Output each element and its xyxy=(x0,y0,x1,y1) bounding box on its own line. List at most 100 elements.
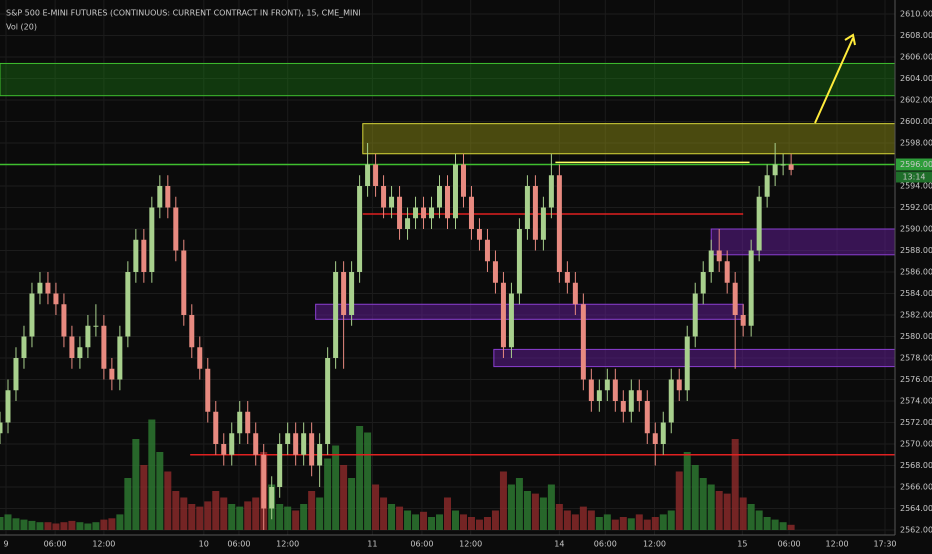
candle-body xyxy=(421,207,427,219)
x-tick-label: 06:00 xyxy=(594,540,617,549)
volume-bar xyxy=(675,471,683,530)
candle-body xyxy=(620,401,626,412)
zone xyxy=(710,228,896,256)
candle-body xyxy=(0,422,3,434)
volume-bar xyxy=(779,522,787,530)
candle-body xyxy=(253,433,259,455)
y-tick-label: 2594.00 xyxy=(900,182,932,191)
candle-body xyxy=(293,433,299,455)
candle-body xyxy=(700,272,706,294)
volume-bar xyxy=(108,518,116,530)
candle-body xyxy=(764,175,770,197)
x-tick-label: 12:00 xyxy=(643,540,666,549)
volume-bar xyxy=(100,519,108,530)
candle-body xyxy=(149,207,155,272)
volume-bar xyxy=(316,497,324,530)
volume-bar xyxy=(228,504,236,530)
volume-bar xyxy=(667,510,675,530)
volume-bar xyxy=(731,439,739,530)
candle-body xyxy=(381,186,387,208)
y-tick-label: 2562.00 xyxy=(900,526,932,535)
y-tick-label: 2602.00 xyxy=(900,96,932,105)
candle-body xyxy=(277,444,283,487)
y-tick-label: 2570.00 xyxy=(900,440,932,449)
candle-body xyxy=(213,411,219,444)
candle-body xyxy=(157,186,163,208)
volume-bar xyxy=(380,497,388,530)
candle-body xyxy=(540,207,546,240)
y-tick-label: 2610.00 xyxy=(900,10,932,19)
volume-bar xyxy=(388,504,396,530)
candle-body xyxy=(45,282,51,294)
volume-bar xyxy=(611,519,619,530)
volume-bar xyxy=(60,522,68,530)
y-tick-label: 2564.00 xyxy=(900,504,932,513)
countdown-box xyxy=(896,171,932,183)
volume-bar xyxy=(715,491,723,530)
x-tick-label: 06:00 xyxy=(44,540,67,549)
volume-bar xyxy=(651,517,659,530)
candle-body xyxy=(429,207,435,219)
candle-body xyxy=(109,368,115,380)
volume-bar xyxy=(763,517,771,530)
volume-bar xyxy=(284,506,292,530)
candle-body xyxy=(524,186,530,229)
candle-body xyxy=(437,186,443,208)
candle-body xyxy=(556,175,562,272)
volume-bar xyxy=(531,493,539,530)
candle-body xyxy=(197,347,203,369)
volume-bar xyxy=(212,491,220,530)
candle-body xyxy=(596,390,602,401)
candle-body xyxy=(341,272,347,315)
volume-bar xyxy=(308,491,316,530)
candle-body xyxy=(476,229,482,240)
countdown: 13:14 xyxy=(902,173,925,182)
price-tag xyxy=(896,158,932,171)
x-tick-label: 14 xyxy=(554,540,564,549)
candle-body xyxy=(245,411,251,434)
price-axis xyxy=(895,0,932,550)
volume-bar xyxy=(747,504,755,530)
volume-bar xyxy=(723,493,731,530)
candle-body xyxy=(397,196,403,229)
volume-bar xyxy=(659,514,667,530)
x-tick-label: 12:00 xyxy=(826,540,849,549)
candle-body xyxy=(652,433,658,444)
volume-bar xyxy=(220,497,228,530)
candle-body xyxy=(708,250,714,272)
volume-bar xyxy=(4,514,12,530)
volume-bar xyxy=(36,522,44,530)
volume-bar xyxy=(707,484,715,530)
candle-body xyxy=(13,358,19,391)
volume-bar xyxy=(244,501,252,530)
indicator-label: Vol (20) xyxy=(6,23,37,32)
volume-bar xyxy=(92,522,100,530)
y-tick-label: 2582.00 xyxy=(900,311,932,320)
zone xyxy=(315,303,744,320)
volume-bar xyxy=(515,478,523,530)
y-tick-label: 2598.00 xyxy=(900,139,932,148)
candle-body xyxy=(580,304,586,380)
volume-bar xyxy=(420,511,428,530)
y-tick-label: 2566.00 xyxy=(900,483,932,492)
candle-body xyxy=(261,454,267,509)
candle-body xyxy=(740,315,746,326)
volume-bar xyxy=(140,465,148,530)
volume-bar xyxy=(539,497,547,530)
candle-body xyxy=(716,250,722,262)
candle-body xyxy=(53,293,59,305)
candle-body xyxy=(37,282,43,294)
candle-body xyxy=(117,336,123,380)
candle-body xyxy=(692,293,698,337)
candle-body xyxy=(269,487,275,509)
candle-body xyxy=(5,390,11,423)
candle-body xyxy=(309,433,315,466)
volume-bar xyxy=(324,458,332,530)
volume-bar xyxy=(523,491,531,530)
x-tick-label: 06:00 xyxy=(227,540,250,549)
candle-body xyxy=(724,261,730,283)
candle-body xyxy=(636,390,642,401)
candle-body xyxy=(468,196,474,229)
